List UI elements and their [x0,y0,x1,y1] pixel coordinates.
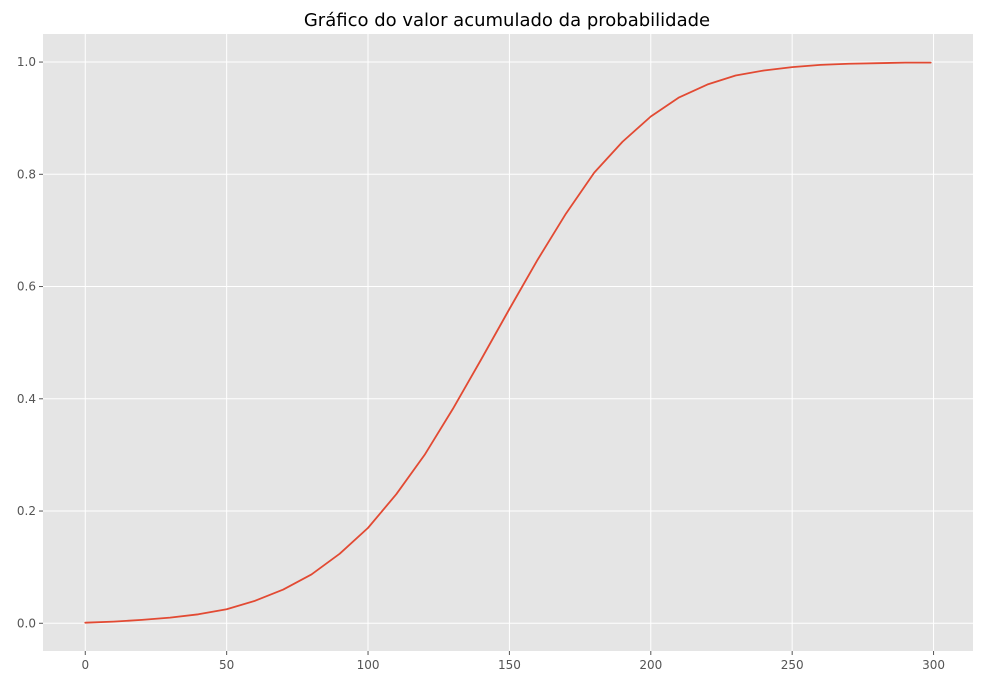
plot-area [43,34,973,651]
chart-title: Gráfico do valor acumulado da probabilid… [304,10,710,31]
y-tick-label: 0.8 [17,167,36,181]
x-tick-label: 100 [357,658,380,672]
x-tick-label: 300 [922,658,945,672]
x-tick-label: 0 [81,658,89,672]
x-tick-label: 250 [781,658,804,672]
x-tick-label: 200 [639,658,662,672]
x-tick-label: 50 [219,658,234,672]
grid [43,34,973,651]
x-axis: 0 50 100 150 200 250 300 [81,651,945,672]
x-tick-label: 150 [498,658,521,672]
y-tick-label: 0.0 [17,616,36,630]
y-tick-label: 0.2 [17,504,36,518]
y-axis: 0.0 0.2 0.4 0.6 0.8 1.0 [17,55,43,630]
series-line [84,61,932,624]
y-tick-label: 1.0 [17,55,36,69]
y-tick-label: 0.6 [17,280,36,294]
y-tick-label: 0.4 [17,392,36,406]
